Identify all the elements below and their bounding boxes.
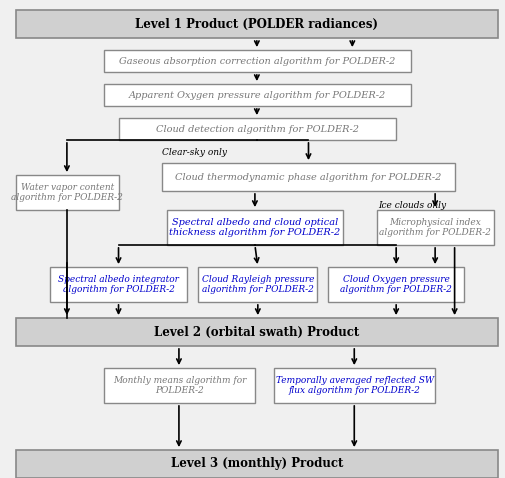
Text: Clear-sky only: Clear-sky only: [163, 148, 227, 156]
Text: Cloud Rayleigh pressure
algorithm for POLDER-2: Cloud Rayleigh pressure algorithm for PO…: [201, 275, 314, 294]
Text: Cloud detection algorithm for POLDER-2: Cloud detection algorithm for POLDER-2: [156, 124, 359, 133]
Text: Ice clouds only: Ice clouds only: [379, 200, 447, 209]
FancyBboxPatch shape: [16, 175, 119, 210]
FancyBboxPatch shape: [167, 210, 342, 245]
FancyBboxPatch shape: [104, 50, 411, 72]
Text: Spectral albedo integrator
algorithm for POLDER-2: Spectral albedo integrator algorithm for…: [58, 275, 179, 294]
Text: Cloud thermodynamic phase algorithm for POLDER-2: Cloud thermodynamic phase algorithm for …: [175, 173, 442, 182]
Text: Level 1 Product (POLDER radiances): Level 1 Product (POLDER radiances): [135, 18, 378, 31]
FancyBboxPatch shape: [198, 267, 317, 302]
FancyBboxPatch shape: [16, 318, 498, 346]
Text: Temporally averaged reflected SW
flux algorithm for POLDER-2: Temporally averaged reflected SW flux al…: [276, 376, 434, 395]
Text: Apparent Oxygen pressure algorithm for POLDER-2: Apparent Oxygen pressure algorithm for P…: [129, 90, 386, 99]
FancyBboxPatch shape: [50, 267, 187, 302]
FancyBboxPatch shape: [16, 10, 498, 38]
FancyBboxPatch shape: [328, 267, 464, 302]
FancyBboxPatch shape: [377, 210, 493, 245]
FancyBboxPatch shape: [163, 163, 455, 191]
Text: Level 2 (orbital swath) Product: Level 2 (orbital swath) Product: [154, 326, 360, 338]
Text: Cloud Oxygen pressure
algorithm for POLDER-2: Cloud Oxygen pressure algorithm for POLD…: [340, 275, 452, 294]
FancyBboxPatch shape: [104, 84, 411, 106]
Text: Monthly means algorithm for
POLDER-2: Monthly means algorithm for POLDER-2: [113, 376, 246, 395]
FancyBboxPatch shape: [16, 450, 498, 478]
FancyBboxPatch shape: [274, 368, 435, 403]
FancyBboxPatch shape: [104, 368, 255, 403]
Text: Level 3 (monthly) Product: Level 3 (monthly) Product: [171, 457, 343, 470]
Text: Gaseous absorption correction algorithm for POLDER-2: Gaseous absorption correction algorithm …: [119, 56, 395, 65]
FancyBboxPatch shape: [119, 118, 396, 140]
Text: Spectral albedo and cloud optical
thickness algorithm for POLDER-2: Spectral albedo and cloud optical thickn…: [169, 218, 340, 237]
Text: Microphysical index
algorithm for POLDER-2: Microphysical index algorithm for POLDER…: [379, 218, 491, 237]
Text: Water vapor content
algorithm for POLDER-2: Water vapor content algorithm for POLDER…: [12, 183, 123, 202]
